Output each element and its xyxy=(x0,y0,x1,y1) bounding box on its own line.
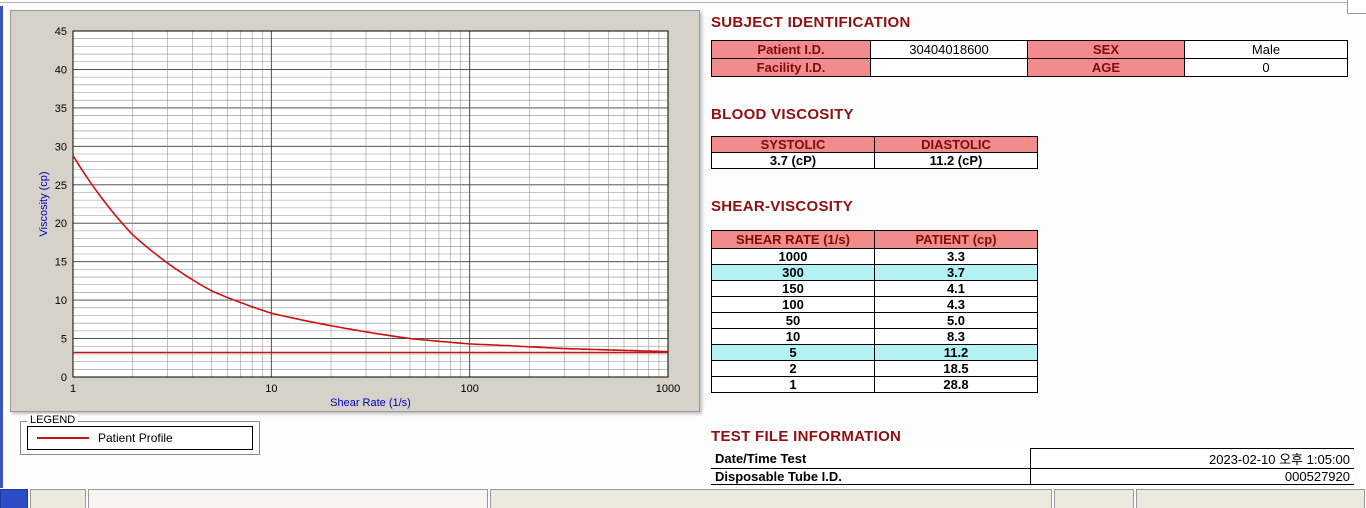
svg-text:10: 10 xyxy=(265,383,277,395)
systolic-header: SYSTOLIC xyxy=(711,136,875,153)
window-top-border xyxy=(0,2,1366,3)
shear-rate-value: 50 xyxy=(711,312,875,329)
diastolic-value: 11.2 (cP) xyxy=(874,152,1038,169)
svg-text:1: 1 xyxy=(70,383,76,395)
patient-viscosity-value: 8.3 xyxy=(874,328,1038,345)
svg-text:0: 0 xyxy=(61,372,67,384)
patient-viscosity-value: 11.2 xyxy=(874,344,1038,361)
shear-row: 1 28.8 xyxy=(711,376,1038,393)
shear-row: 100 4.3 xyxy=(711,296,1038,313)
window-left-border xyxy=(0,6,3,488)
shear-rate-value: 5 xyxy=(711,344,875,361)
report-panel: SUBJECT IDENTIFICATION Patient I.D. 3040… xyxy=(711,0,1361,508)
patient-viscosity-value: 28.8 xyxy=(874,376,1038,393)
sex-label: SEX xyxy=(1027,40,1185,59)
shear-rate-value: 2 xyxy=(711,360,875,377)
legend-box: LEGEND Patient Profile xyxy=(20,414,260,455)
svg-text:1000: 1000 xyxy=(656,383,680,395)
shear-row: 1000 3.3 xyxy=(711,248,1038,265)
table-row: 3.7 (cP) 11.2 (cP) xyxy=(711,152,1038,169)
shear-row: 5 11.2 xyxy=(711,344,1038,361)
table-row: Facility I.D. AGE 0 xyxy=(711,58,1348,77)
diastolic-header: DIASTOLIC xyxy=(874,136,1038,153)
svg-text:35: 35 xyxy=(55,103,67,115)
svg-text:5: 5 xyxy=(61,334,67,346)
table-row: SHEAR RATE (1/s) PATIENT (cp) xyxy=(711,230,1038,249)
patient-id-label: Patient I.D. xyxy=(711,40,871,59)
shear-rate-value: 1000 xyxy=(711,248,875,265)
shear-rate-value: 1 xyxy=(711,376,875,393)
svg-text:Viscosity (cp): Viscosity (cp) xyxy=(38,171,50,236)
shear-rate-value: 300 xyxy=(711,264,875,281)
svg-text:40: 40 xyxy=(55,64,67,76)
table-row: SYSTOLIC DIASTOLIC xyxy=(711,136,1038,153)
patient-id-value: 30404018600 xyxy=(870,40,1028,59)
sex-value: Male xyxy=(1184,40,1348,59)
shear-row: 10 8.3 xyxy=(711,328,1038,345)
legend-series-label: Patient Profile xyxy=(98,431,173,445)
patient-viscosity-value: 4.3 xyxy=(874,296,1038,313)
svg-text:15: 15 xyxy=(55,257,67,269)
svg-text:100: 100 xyxy=(460,383,478,395)
age-value: 0 xyxy=(1184,58,1348,77)
taskbar-fragment xyxy=(490,489,1052,508)
test-file-information-table: Date/Time Test 2023-02-10 오후 1:05:00 Dis… xyxy=(711,448,1354,485)
age-label: AGE xyxy=(1027,58,1185,77)
systolic-value: 3.7 (cP) xyxy=(711,152,875,169)
shear-viscosity-table: SHEAR RATE (1/s) PATIENT (cp) 1000 3.3 30… xyxy=(711,230,1038,393)
table-row: Disposable Tube I.D. 000527920 xyxy=(711,468,1354,485)
viscosity-chart-panel: 0 5 10 15 20 25 30 35 40 45 1 10 100 1000 Viscosity (c… xyxy=(10,10,700,412)
svg-text:10: 10 xyxy=(55,295,67,307)
patient-cp-header: PATIENT (cp) xyxy=(874,230,1038,249)
disposable-tube-id-value: 000527920 xyxy=(1030,468,1354,485)
shear-row: 50 5.0 xyxy=(711,312,1038,329)
facility-id-value xyxy=(870,58,1028,77)
patient-profile-line-swatch xyxy=(37,437,89,439)
shear-row: 2 18.5 xyxy=(711,360,1038,377)
svg-text:30: 30 xyxy=(55,141,67,153)
shear-rate-header: SHEAR RATE (1/s) xyxy=(711,230,875,249)
viscosity-chart: 0 5 10 15 20 25 30 35 40 45 1 10 100 1000 Viscosity (c… xyxy=(38,26,680,409)
patient-viscosity-value: 5.0 xyxy=(874,312,1038,329)
shear-rate-value: 150 xyxy=(711,280,875,297)
blood-viscosity-title: BLOOD VISCOSITY xyxy=(711,106,854,123)
blood-viscosity-table: SYSTOLIC DIASTOLIC 3.7 (cP) 11.2 (cP) xyxy=(711,136,1038,169)
patient-viscosity-value: 3.7 xyxy=(874,264,1038,281)
patient-viscosity-value: 3.3 xyxy=(874,248,1038,265)
shear-row: 300 3.7 xyxy=(711,264,1038,281)
svg-text:25: 25 xyxy=(55,180,67,192)
shear-rate-value: 100 xyxy=(711,296,875,313)
subject-identification-table: Patient I.D. 30404018600 SEX Male Facili… xyxy=(711,40,1348,77)
taskbar-fragment xyxy=(30,489,86,508)
shear-rate-value: 10 xyxy=(711,328,875,345)
taskbar-fragment xyxy=(1054,489,1134,508)
shear-row: 150 4.1 xyxy=(711,280,1038,297)
patient-viscosity-value: 4.1 xyxy=(874,280,1038,297)
svg-text:20: 20 xyxy=(55,218,67,230)
legend-caption: LEGEND xyxy=(27,414,79,426)
shear-viscosity-title: SHEAR-VISCOSITY xyxy=(711,198,854,215)
patient-viscosity-value: 18.5 xyxy=(874,360,1038,377)
disposable-tube-id-label: Disposable Tube I.D. xyxy=(711,468,1031,485)
svg-text:Shear Rate (1/s): Shear Rate (1/s) xyxy=(330,397,411,409)
date-time-test-label: Date/Time Test xyxy=(711,448,1031,469)
facility-id-label: Facility I.D. xyxy=(711,58,871,77)
svg-text:45: 45 xyxy=(55,26,67,38)
table-row: Date/Time Test 2023-02-10 오후 1:05:00 xyxy=(711,448,1354,469)
subject-identification-title: SUBJECT IDENTIFICATION xyxy=(711,14,911,31)
table-row: Patient I.D. 30404018600 SEX Male xyxy=(711,40,1348,59)
window-corner-fragment xyxy=(1347,0,1366,14)
taskbar-fragment-blue xyxy=(0,489,28,508)
date-time-test-value: 2023-02-10 오후 1:05:00 xyxy=(1030,448,1354,469)
legend-entry: Patient Profile xyxy=(27,426,253,450)
taskbar-fragment xyxy=(1136,489,1365,508)
taskbar-fragment xyxy=(88,489,488,508)
test-file-information-title: TEST FILE INFORMATION xyxy=(711,428,902,445)
